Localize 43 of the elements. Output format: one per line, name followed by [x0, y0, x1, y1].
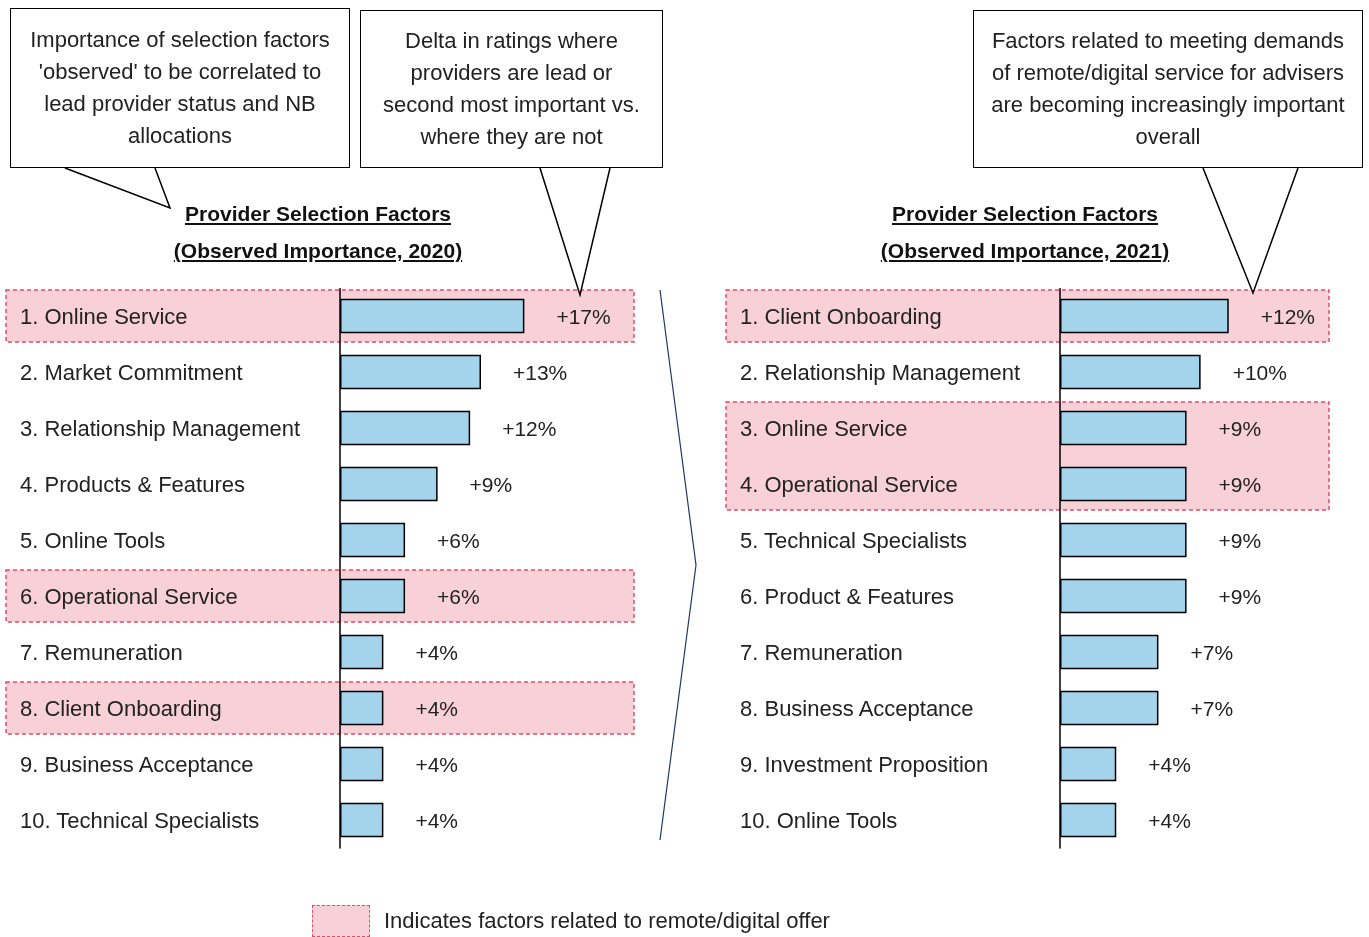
y-tick-label: 7. Remuneration — [740, 639, 903, 665]
y-tick-label: 10. Online Tools — [740, 807, 898, 833]
y-tick-label: 5. Online Tools — [20, 527, 166, 553]
data-label: +4% — [415, 696, 459, 720]
y-tick-label: 9. Business Acceptance — [20, 751, 254, 777]
data-label: +17% — [556, 304, 611, 328]
data-label: +9% — [1218, 416, 1262, 440]
data-label: +12% — [1260, 304, 1316, 328]
y-tick-label: 9. Investment Proposition — [740, 751, 989, 777]
y-tick-label: 1. Client Onboarding — [740, 303, 942, 329]
data-label: +10% — [1232, 360, 1287, 384]
data-label: +6% — [437, 584, 480, 608]
data-label: +4% — [415, 808, 459, 832]
data-label: +13% — [512, 360, 568, 384]
y-tick-label: 2. Market Commitment — [20, 359, 243, 385]
y-tick-label: 10. Technical Specialists — [20, 807, 260, 833]
data-label: +6% — [437, 528, 480, 552]
data-label: +9% — [469, 472, 513, 496]
y-tick-label: 4. Products & Features — [20, 471, 245, 497]
data-label: +4% — [415, 640, 459, 664]
data-label: +7% — [1190, 696, 1234, 720]
y-tick-label: 8. Business Acceptance — [740, 695, 974, 721]
data-label: +9% — [1218, 472, 1262, 496]
data-label: +4% — [1148, 752, 1191, 776]
y-tick-label: 8. Client Onboarding — [20, 695, 222, 721]
chart-title: Provider Selection Factors (Observed Importance, 2020) — [172, 201, 464, 264]
y-tick-label: 3. Online Service — [740, 415, 908, 441]
data-label: +4% — [1148, 808, 1191, 832]
y-tick-label: 3. Relationship Management — [20, 415, 301, 441]
legend-label: Indicates factors related to remote/digital offer — [384, 908, 830, 934]
data-label: +4% — [415, 752, 459, 776]
y-tick-label: 7. Remuneration — [20, 639, 183, 665]
chart-title: Provider Selection Factors (Observed Importance, 2021) — [879, 201, 1171, 264]
data-label: +7% — [1190, 640, 1234, 664]
y-tick-label: 6. Product & Features — [740, 583, 954, 609]
y-tick-label: 2. Relationship Management — [740, 359, 1021, 385]
y-tick-label: 1. Online Service — [20, 303, 188, 329]
data-label: +9% — [1218, 528, 1262, 552]
y-tick-label: 4. Operational Service — [740, 471, 958, 497]
y-tick-label: 6. Operational Service — [20, 583, 238, 609]
data-label: +9% — [1218, 584, 1262, 608]
y-tick-label: 5. Technical Specialists — [740, 527, 968, 553]
data-label: +12% — [502, 416, 557, 440]
